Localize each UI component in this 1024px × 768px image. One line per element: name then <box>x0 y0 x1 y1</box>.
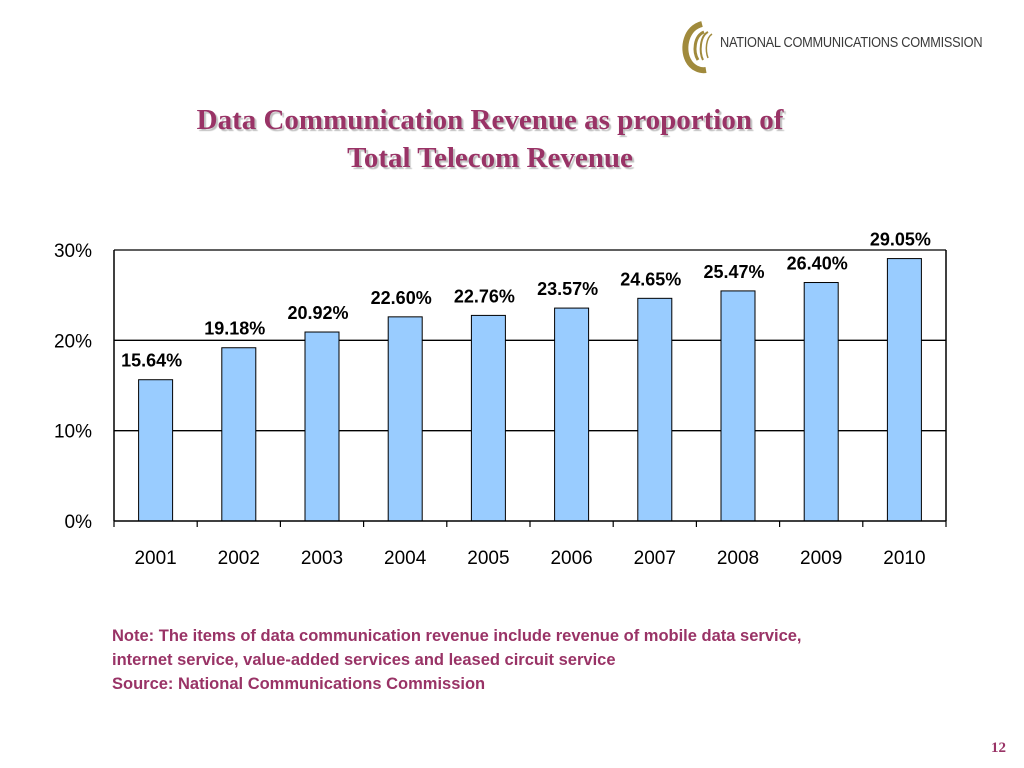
slide-title-line-1: Data Communication Revenue as proportion… <box>196 104 784 136</box>
logo-text: NATIONAL COMMUNICATIONS COMMISSION <box>720 35 983 51</box>
ncc-logo: NATIONAL COMMUNICATIONS COMMISSION <box>680 18 1000 74</box>
y-tick-label: 10% <box>54 422 92 443</box>
bar <box>304 331 340 522</box>
y-axis-tick-labels: 0% 10% 20% 30% <box>54 241 92 533</box>
data-label: 15.64% <box>121 351 182 371</box>
bar <box>720 290 756 522</box>
bar <box>221 347 257 522</box>
bar <box>803 282 839 522</box>
x-tick-label: 2008 <box>717 548 759 569</box>
bars <box>138 258 922 522</box>
x-tick-label: 2006 <box>550 548 592 569</box>
y-tick-label: 20% <box>54 331 92 352</box>
ncc-emblem-icon <box>682 21 713 74</box>
source-line: Source: National Communications Commissi… <box>112 675 486 693</box>
page-number: 12 <box>991 740 1006 756</box>
x-axis-tick-labels: 2001 2002 2003 2004 2005 2006 2007 2008 2009 2010 <box>134 548 925 569</box>
bar <box>886 258 922 522</box>
data-labels: 15.64% 19.18% 20.92% 22.60% 22.76% 23.57% 24.6… <box>121 230 931 371</box>
plot-frame <box>113 250 947 527</box>
slide-title-line-2: Total Telecom Revenue <box>347 142 633 174</box>
data-label: 29.05% <box>870 230 931 250</box>
x-tick-label: 2001 <box>134 548 176 569</box>
bar <box>554 307 590 522</box>
x-tick-label: 2007 <box>634 548 676 569</box>
data-label: 19.18% <box>204 319 265 339</box>
data-label: 22.76% <box>454 286 515 306</box>
data-label: 20.92% <box>287 303 348 323</box>
y-tick-label: 0% <box>65 512 93 533</box>
x-tick-label: 2003 <box>301 548 343 569</box>
bar <box>637 297 673 522</box>
data-label: 22.60% <box>371 288 432 308</box>
chart-note: Note: The items of data communication re… <box>112 624 992 696</box>
data-label: 24.65% <box>620 269 681 289</box>
x-tick-label: 2004 <box>384 548 427 569</box>
note-line-2: internet service, value-added services a… <box>112 651 616 669</box>
bar <box>470 314 506 522</box>
bar-chart: 15.64% 19.18% 20.92% 22.60% 22.76% 23.57% 24.6… <box>54 230 947 569</box>
note-line-1: Note: The items of data communication re… <box>112 627 802 645</box>
x-tick-label: 2005 <box>467 548 509 569</box>
bar <box>138 379 174 522</box>
data-label: 23.57% <box>537 279 598 299</box>
bar <box>387 316 423 522</box>
x-tick-label: 2010 <box>883 548 925 569</box>
x-tick-label: 2009 <box>800 548 842 569</box>
data-label: 26.40% <box>787 254 848 274</box>
slide-title: Data Communication Revenue as proportion… <box>90 101 890 177</box>
y-tick-label: 30% <box>54 241 92 262</box>
data-label: 25.47% <box>703 262 764 282</box>
x-tick-label: 2002 <box>218 548 260 569</box>
